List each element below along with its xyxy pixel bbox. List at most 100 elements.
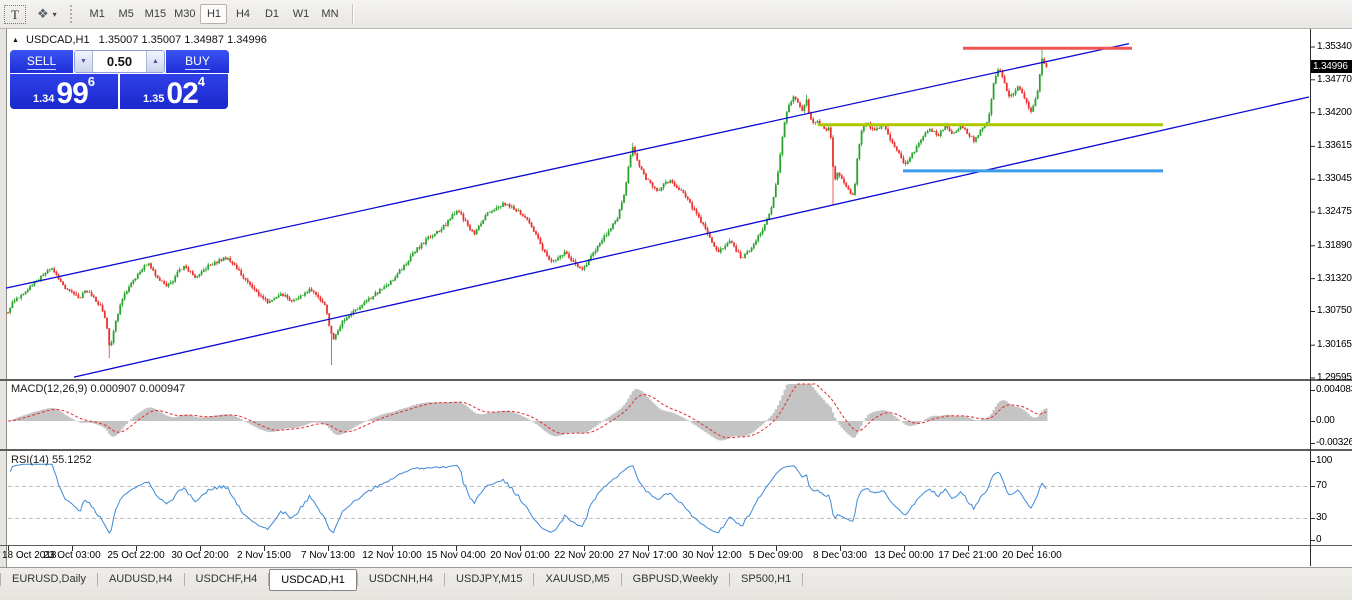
- price-axis-label: 1.31890: [1317, 240, 1352, 251]
- chart-tab-usdchf[interactable]: USDCHF,H4: [195, 573, 258, 585]
- chart-tab-usdcnh[interactable]: USDCNH,H4: [368, 573, 434, 585]
- time-axis-label: 18 Oct 2018: [2, 550, 57, 561]
- rsi-value: 55.1252: [51, 454, 92, 466]
- chart-tab-gbpusd[interactable]: GBPUSD,Weekly: [632, 573, 719, 585]
- tab-separator: [444, 573, 446, 586]
- price-axis-label: 1.32475: [1317, 206, 1352, 217]
- timeframe-button-m15[interactable]: M15: [142, 4, 169, 24]
- time-axis-label: 7 Nov 13:00: [301, 550, 355, 561]
- time-axis-label: 2 Nov 15:00: [237, 550, 291, 561]
- macd-axis-label: -0.003262: [1316, 437, 1352, 448]
- buy-price-small: 1.35: [142, 93, 165, 105]
- volume-input[interactable]: 0.50: [93, 51, 146, 72]
- buy-price-display[interactable]: 1.35 02 4: [120, 74, 228, 109]
- cursor-tool-icon: ❖: [37, 6, 49, 21]
- sell-price-small: 1.34: [32, 93, 55, 105]
- current-price-tag: 1.34996: [1311, 60, 1352, 73]
- time-axis-label: 12 Nov 10:00: [362, 550, 422, 561]
- rsi-axis-label: 0: [1316, 534, 1322, 545]
- buy-price-sup: 4: [197, 74, 206, 89]
- time-axis-label: 20 Dec 16:00: [1002, 550, 1062, 561]
- tab-separator: [802, 573, 804, 586]
- toolbar: T ❖ ▾ M1 M5 M15 M30 H1 H4 D1 W1 MN: [0, 0, 1352, 29]
- rsi-name: RSI(14): [11, 454, 49, 466]
- tab-separator: [533, 573, 535, 586]
- time-axis-label: 30 Oct 20:00: [171, 550, 229, 561]
- sell-button-label: SELL: [26, 54, 57, 70]
- macd-indicator-label: MACD(12,26,9) 0.000907 0.000947: [11, 383, 185, 395]
- tab-separator: [183, 573, 185, 586]
- volume-stepper: ▼ 0.50 ▲: [74, 50, 165, 73]
- timeframe-button-m5[interactable]: M5: [113, 4, 140, 24]
- time-axis-label: 17 Dec 21:00: [938, 550, 998, 561]
- rsi-axis-label: 30: [1316, 512, 1327, 523]
- timeframe-button-mn[interactable]: MN: [316, 4, 343, 24]
- one-click-trading-panel: SELL ▼ 0.50 ▲ BUY 1.34 99 6 1.35 02 4: [10, 50, 229, 109]
- price-axis-label: 1.35340: [1317, 41, 1352, 52]
- macd-name: MACD(12,26,9): [11, 383, 88, 395]
- price-axis-label: 1.33045: [1317, 173, 1352, 184]
- time-axis-label: 5 Dec 09:00: [749, 550, 803, 561]
- toolbar-separator: [352, 4, 355, 24]
- price-axis-label: 1.34200: [1317, 107, 1352, 118]
- timeframe-button-h1[interactable]: H1: [200, 4, 228, 24]
- chart-tabs-bar: EURUSD,Daily AUDUSD,H4 USDCHF,H4 USDCAD,H1 U…: [0, 567, 1352, 600]
- timeframe-button-h4[interactable]: H4: [229, 4, 256, 24]
- timeframe-button-m1[interactable]: M1: [84, 4, 111, 24]
- tab-separator: [620, 573, 622, 586]
- sell-price-sup: 6: [87, 74, 96, 89]
- price-axis-label: 1.34770: [1317, 74, 1352, 85]
- price-axis-label: 1.33615: [1317, 140, 1352, 151]
- tab-separator: [268, 573, 270, 586]
- time-axis-label: 27 Nov 17:00: [618, 550, 678, 561]
- tab-separator: [96, 573, 98, 586]
- macd-values: 0.000907 0.000947: [90, 383, 186, 395]
- time-axis-label: 25 Oct 22:00: [107, 550, 165, 561]
- sell-button[interactable]: SELL: [10, 50, 73, 73]
- time-axis-label: 8 Dec 03:00: [813, 550, 867, 561]
- current-price-value: 1.34996: [1313, 61, 1348, 72]
- buy-price-big: 02: [166, 77, 198, 110]
- collapse-triangle-icon[interactable]: ▲: [12, 37, 19, 44]
- text-tool-button[interactable]: T: [4, 4, 26, 24]
- chart-tab-xauusd[interactable]: XAUUSD,M5: [545, 573, 610, 585]
- sell-price-display[interactable]: 1.34 99 6: [10, 74, 118, 109]
- chart-tab-audusd[interactable]: AUDUSD,H4: [108, 573, 173, 585]
- rsi-indicator-label: RSI(14) 55.1252: [11, 454, 92, 466]
- time-axis-label: 22 Nov 20:00: [554, 550, 614, 561]
- rsi-axis-label: 70: [1316, 480, 1327, 491]
- price-axis-label: 1.29595: [1317, 372, 1352, 383]
- timeframe-button-m30[interactable]: M30: [171, 4, 198, 24]
- volume-decrease-button[interactable]: ▼: [75, 51, 93, 72]
- chart-tab-usdjpy[interactable]: USDJPY,M15: [456, 573, 523, 585]
- chart-title: ▲ USDCAD,H1 1.35007 1.35007 1.34987 1.34…: [12, 34, 267, 46]
- timeframe-button-w1[interactable]: W1: [287, 4, 314, 24]
- chart-ohlc-values: 1.35007 1.35007 1.34987 1.34996: [98, 34, 267, 46]
- tab-separator: [729, 573, 731, 586]
- price-axis-label: 1.30750: [1317, 305, 1352, 316]
- buy-button[interactable]: BUY: [166, 50, 229, 73]
- toolbar-grip[interactable]: [69, 5, 76, 23]
- rsi-axis-label: 100: [1316, 455, 1333, 466]
- timeframe-button-d1[interactable]: D1: [258, 4, 285, 24]
- dropdown-caret-icon: ▾: [52, 9, 57, 19]
- sell-price-big: 99: [56, 77, 88, 110]
- timeframe-toolbar: M1 M5 M15 M30 H1 H4 D1 W1 MN: [83, 3, 345, 25]
- price-axis-label: 1.30165: [1317, 339, 1352, 350]
- chart-symbol-label: USDCAD,H1: [26, 34, 90, 46]
- cursor-tool-button[interactable]: ❖ ▾: [34, 4, 60, 24]
- time-axis-label: 15 Nov 04:00: [426, 550, 486, 561]
- volume-increase-button[interactable]: ▲: [146, 51, 164, 72]
- macd-axis-label: 0.00: [1316, 415, 1335, 426]
- tab-separator: [356, 573, 358, 586]
- chart-tab-sp500[interactable]: SP500,H1: [741, 573, 792, 585]
- tab-separator: [0, 573, 1, 586]
- chart-tab-eurusd[interactable]: EURUSD,Daily: [12, 573, 86, 585]
- time-axis-label: 20 Nov 01:00: [490, 550, 550, 561]
- time-axis-label: 23 Oct 03:00: [43, 550, 101, 561]
- time-axis-label: 13 Dec 00:00: [874, 550, 934, 561]
- buy-button-label: BUY: [185, 54, 210, 70]
- chart-tab-usdcad[interactable]: USDCAD,H1: [269, 569, 357, 591]
